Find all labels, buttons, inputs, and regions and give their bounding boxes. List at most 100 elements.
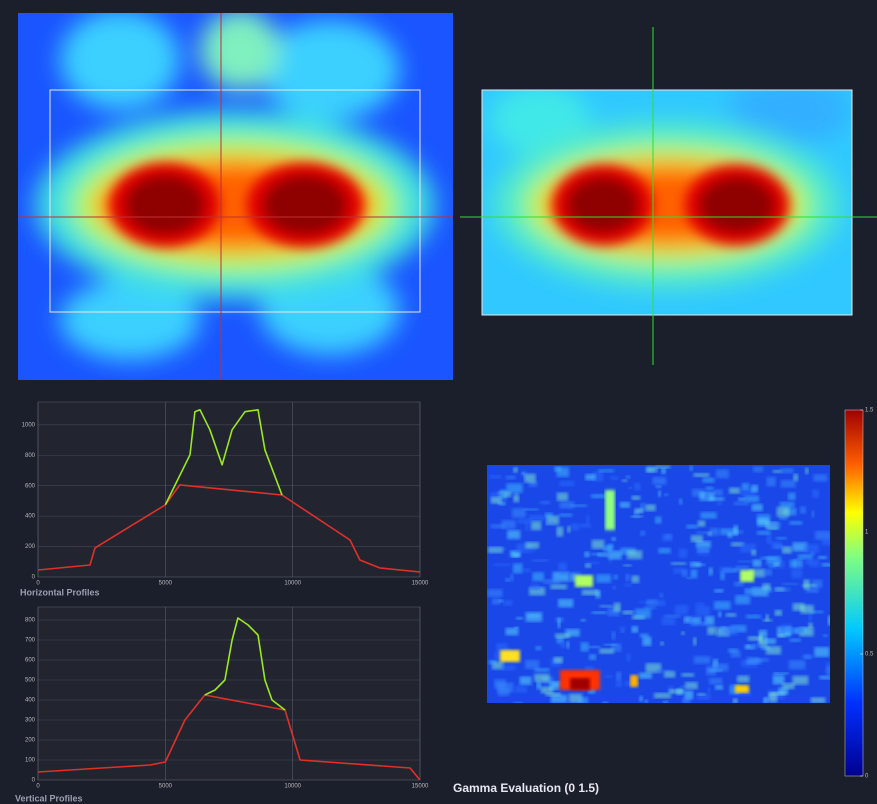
- gamma-texture: [714, 601, 730, 609]
- gamma-texture: [763, 619, 772, 622]
- gamma-texture: [679, 499, 682, 505]
- gamma-texture: [522, 569, 530, 573]
- gamma-texture: [822, 538, 837, 545]
- y-tick-label: 0: [32, 575, 36, 581]
- profile-title: Vertical Profiles: [15, 793, 83, 803]
- gamma-texture: [558, 562, 566, 571]
- gamma-texture: [506, 476, 516, 480]
- gamma-texture: [686, 525, 698, 529]
- gamma-texture: [631, 575, 639, 583]
- gamma-texture: [521, 472, 524, 475]
- gamma-texture: [567, 526, 570, 533]
- gamma-texture: [727, 532, 732, 537]
- gamma-texture: [756, 658, 769, 662]
- gamma-texture: [771, 541, 781, 548]
- gamma-texture: [708, 688, 711, 695]
- gamma-texture: [603, 545, 611, 551]
- gamma-texture: [514, 702, 523, 705]
- gamma-texture: [660, 642, 664, 646]
- gamma-texture: [698, 521, 706, 527]
- gamma-texture: [768, 565, 775, 567]
- gamma-texture: [642, 637, 651, 646]
- gamma-texture: [611, 537, 616, 541]
- gamma-texture: [502, 520, 516, 529]
- dose-map-measured: [18, 10, 453, 380]
- dose-map-calculated: [460, 27, 877, 365]
- gamma-texture: [640, 531, 645, 536]
- x-tick-label: 5000: [159, 784, 173, 790]
- gamma-texture: [664, 493, 668, 495]
- gamma-texture: [792, 568, 803, 578]
- gamma-texture: [532, 560, 548, 562]
- gamma-texture: [626, 476, 631, 479]
- gamma-texture: [781, 480, 796, 488]
- gamma-texture: [540, 501, 550, 504]
- y-tick-label: 100: [25, 758, 36, 764]
- gamma-texture: [656, 485, 662, 488]
- y-tick-label: 200: [25, 544, 36, 550]
- gamma-texture: [506, 483, 522, 493]
- gamma-texture: [531, 521, 542, 530]
- x-tick-label: 10000: [284, 784, 301, 790]
- colorbar-tick-label: 1: [865, 530, 869, 536]
- gamma-texture: [631, 626, 638, 633]
- gamma-texture: [808, 614, 812, 623]
- gamma-texture: [535, 646, 541, 650]
- gamma-texture: [798, 554, 813, 559]
- gamma-colorbar: [845, 410, 863, 776]
- gamma-texture: [708, 669, 722, 672]
- gamma-texture: [714, 589, 723, 592]
- gamma-texture: [717, 501, 722, 505]
- gamma-texture: [543, 579, 560, 584]
- gamma-texture: [761, 646, 770, 650]
- gamma-texture: [549, 681, 559, 690]
- gamma-texture: [631, 496, 640, 500]
- gamma-texture: [764, 569, 772, 575]
- gamma-hotspot: [740, 570, 754, 582]
- gamma-texture: [733, 698, 738, 703]
- gamma-texture: [662, 617, 676, 625]
- profile-title: Horizontal Profiles: [20, 587, 100, 597]
- gamma-texture: [592, 540, 605, 549]
- gamma-texture: [598, 553, 609, 557]
- gamma-texture: [779, 517, 787, 520]
- y-tick-label: 800: [25, 618, 36, 624]
- x-tick-label: 0: [36, 581, 40, 587]
- gamma-texture: [645, 700, 648, 704]
- gamma-texture: [814, 647, 829, 657]
- gamma-texture: [520, 676, 532, 685]
- gamma-texture: [505, 628, 518, 636]
- gamma-texture: [591, 494, 606, 498]
- gamma-texture: [715, 685, 723, 690]
- gamma-texture: [695, 564, 705, 566]
- gamma-texture: [657, 600, 666, 606]
- gamma-texture: [763, 697, 768, 704]
- gamma-texture: [525, 508, 539, 510]
- gamma-texture: [589, 654, 596, 660]
- gamma-texture: [491, 497, 502, 504]
- gamma-texture: [554, 657, 563, 663]
- gamma-texture: [627, 550, 642, 559]
- gamma-texture: [661, 468, 666, 474]
- gamma-texture: [557, 492, 568, 500]
- gamma-hotspot: [570, 678, 590, 690]
- gamma-texture: [629, 487, 632, 489]
- gamma-texture: [792, 676, 808, 685]
- gamma-texture: [560, 481, 574, 486]
- gamma-texture: [559, 513, 572, 516]
- gamma-texture: [780, 502, 795, 508]
- gamma-map: [487, 465, 840, 711]
- gamma-texture: [684, 691, 693, 700]
- gamma-texture: [494, 563, 511, 566]
- gamma-texture: [773, 675, 785, 684]
- gamma-texture: [764, 638, 776, 644]
- gamma-texture: [604, 644, 617, 646]
- gamma-texture: [545, 513, 553, 518]
- gamma-texture: [624, 584, 631, 587]
- gamma-texture: [669, 689, 684, 694]
- gamma-texture: [639, 696, 643, 702]
- gamma-texture: [602, 702, 608, 711]
- gamma-texture: [557, 467, 569, 477]
- gamma-texture: [822, 563, 837, 566]
- gamma-texture: [691, 535, 703, 542]
